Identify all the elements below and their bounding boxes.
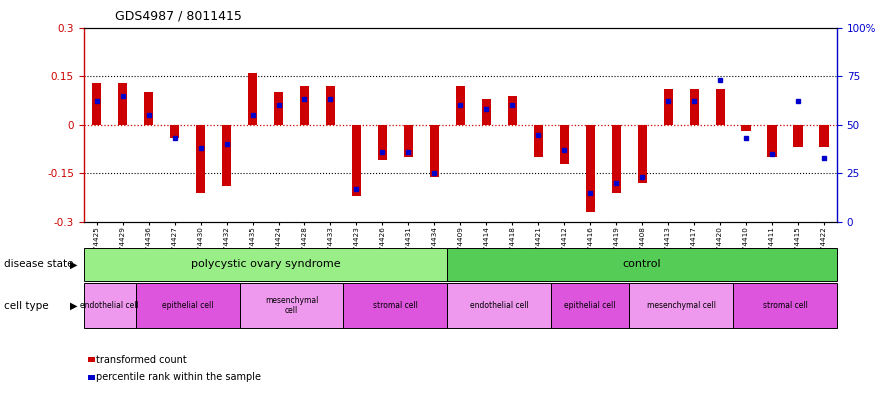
Text: mesenchymal
cell: mesenchymal cell xyxy=(265,296,318,315)
Text: epithelial cell: epithelial cell xyxy=(565,301,616,310)
Bar xyxy=(240,283,344,328)
Bar xyxy=(767,125,776,157)
Bar xyxy=(196,125,205,193)
Bar xyxy=(507,95,517,125)
Bar xyxy=(629,283,733,328)
Bar xyxy=(274,92,283,125)
Text: epithelial cell: epithelial cell xyxy=(162,301,213,310)
Bar xyxy=(455,86,465,125)
Bar xyxy=(222,125,231,186)
Bar xyxy=(93,83,101,125)
Bar xyxy=(733,283,837,328)
Text: GDS4987 / 8011415: GDS4987 / 8011415 xyxy=(115,10,241,23)
Bar xyxy=(663,89,673,125)
Bar xyxy=(430,125,439,177)
Bar xyxy=(344,283,448,328)
Bar xyxy=(300,86,309,125)
Text: stromal cell: stromal cell xyxy=(373,301,418,310)
Bar xyxy=(170,125,179,138)
Bar xyxy=(352,125,361,196)
Bar xyxy=(84,248,448,281)
Bar xyxy=(611,125,621,193)
Bar xyxy=(715,89,724,125)
Bar xyxy=(448,248,837,281)
Bar xyxy=(638,125,647,183)
Text: endothelial cell: endothelial cell xyxy=(80,301,139,310)
Bar xyxy=(326,86,335,125)
Text: control: control xyxy=(623,259,662,269)
Bar xyxy=(586,125,595,212)
Text: stromal cell: stromal cell xyxy=(763,301,808,310)
Text: cell type: cell type xyxy=(4,301,49,310)
Bar xyxy=(559,125,569,163)
Bar xyxy=(144,92,153,125)
Bar xyxy=(819,125,828,147)
Bar xyxy=(84,283,136,328)
Text: mesenchymal cell: mesenchymal cell xyxy=(647,301,715,310)
Text: ▶: ▶ xyxy=(70,301,78,310)
Text: transformed count: transformed count xyxy=(96,354,187,365)
Bar xyxy=(690,89,699,125)
Text: polycystic ovary syndrome: polycystic ovary syndrome xyxy=(190,259,340,269)
Text: endothelial cell: endothelial cell xyxy=(470,301,529,310)
Bar xyxy=(534,125,543,157)
Bar xyxy=(118,83,127,125)
Bar xyxy=(136,283,240,328)
Text: disease state: disease state xyxy=(4,259,74,269)
Bar xyxy=(378,125,387,160)
Bar xyxy=(552,283,629,328)
Bar xyxy=(448,283,552,328)
Bar xyxy=(403,125,413,157)
Bar xyxy=(248,73,257,125)
Bar xyxy=(794,125,803,147)
Bar xyxy=(742,125,751,131)
Bar xyxy=(482,99,491,125)
Text: percentile rank within the sample: percentile rank within the sample xyxy=(96,372,261,382)
Text: ▶: ▶ xyxy=(70,259,78,269)
